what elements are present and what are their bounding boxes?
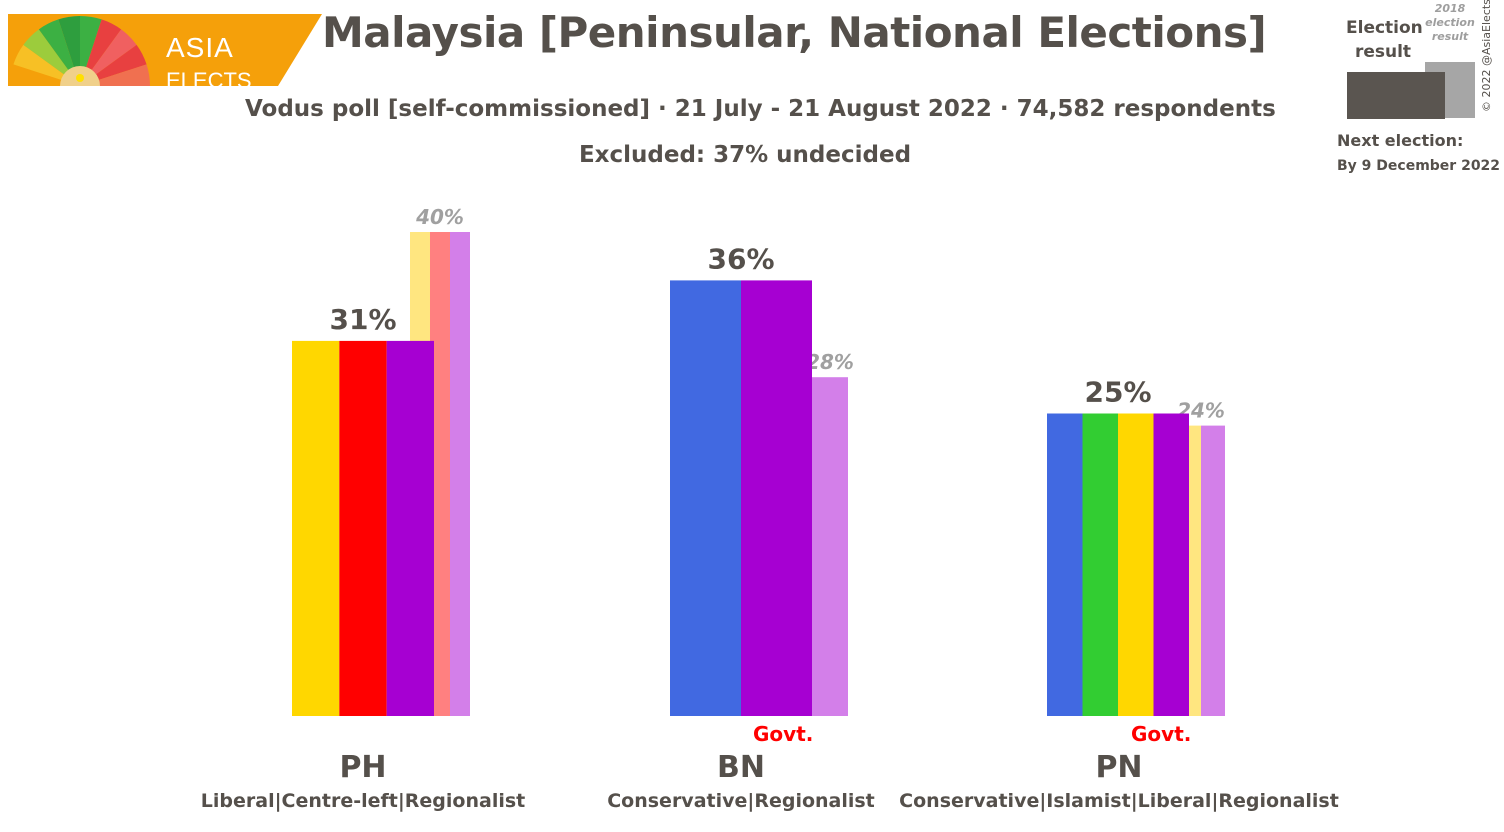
prev-bar-pn-1 <box>1201 425 1225 716</box>
category-label-bn: BN <box>717 750 765 785</box>
legend-current-label: Election result <box>1346 18 1423 62</box>
bar-pn-2 <box>1118 413 1154 716</box>
excluded-note: Excluded: 37% undecided <box>578 142 912 168</box>
logo-fan-segment <box>23 29 80 86</box>
logo-graphic <box>8 14 322 106</box>
value-label-pn: 25% <box>1084 376 1151 409</box>
bar-pn-0 <box>1047 413 1083 716</box>
bar-bn-1 <box>741 280 812 716</box>
logo-sun-dot <box>76 74 84 82</box>
bar-ph-0 <box>292 340 340 716</box>
prev-bar-bn-0 <box>812 377 848 716</box>
value-label-ph: 31% <box>329 303 396 336</box>
logo-fan-segment <box>80 29 137 86</box>
chart-subtitle: Vodus poll [self-commissioned] · 21 July… <box>245 96 1276 122</box>
logo-text-asia: ASIA <box>166 32 234 63</box>
prev-bar-ph-1 <box>430 232 450 716</box>
bar-pn-3 <box>1153 413 1189 716</box>
category-description-bn: Conservative|Regionalist <box>607 790 875 812</box>
category-label-ph: PH <box>339 750 387 785</box>
next-election-label: Next election: <box>1337 131 1464 150</box>
logo-text-elects: ELECTS <box>166 68 252 93</box>
govt-label-pn: Govt. <box>1131 722 1192 746</box>
chart-title: Malaysia [Peninsular, National Elections… <box>322 8 1267 57</box>
next-election-date: By 9 December 2022 <box>1337 158 1501 174</box>
category-description-pn: Conservative|Islamist|Liberal|Regionalis… <box>899 790 1339 812</box>
bar-pn-1 <box>1082 413 1118 716</box>
category-label-pn: PN <box>1095 750 1143 785</box>
prev-value-label-ph: 40% <box>415 205 464 229</box>
prev-value-label-bn: 28% <box>806 350 854 374</box>
value-label-bn: 36% <box>707 242 774 275</box>
bar-ph-2 <box>386 340 434 716</box>
prev-bar-ph-2 <box>450 232 470 716</box>
bar-bn-0 <box>670 280 741 716</box>
legend-previous-label: 2018 election result <box>1425 2 1475 43</box>
govt-label-bn: Govt. <box>753 722 814 746</box>
legend-current-swatch <box>1347 72 1445 119</box>
asia-elects-logo: ASIA ELECTS <box>8 14 322 106</box>
bar-ph-1 <box>339 340 387 716</box>
category-description-ph: Liberal|Centre-left|Regionalist <box>200 790 526 812</box>
